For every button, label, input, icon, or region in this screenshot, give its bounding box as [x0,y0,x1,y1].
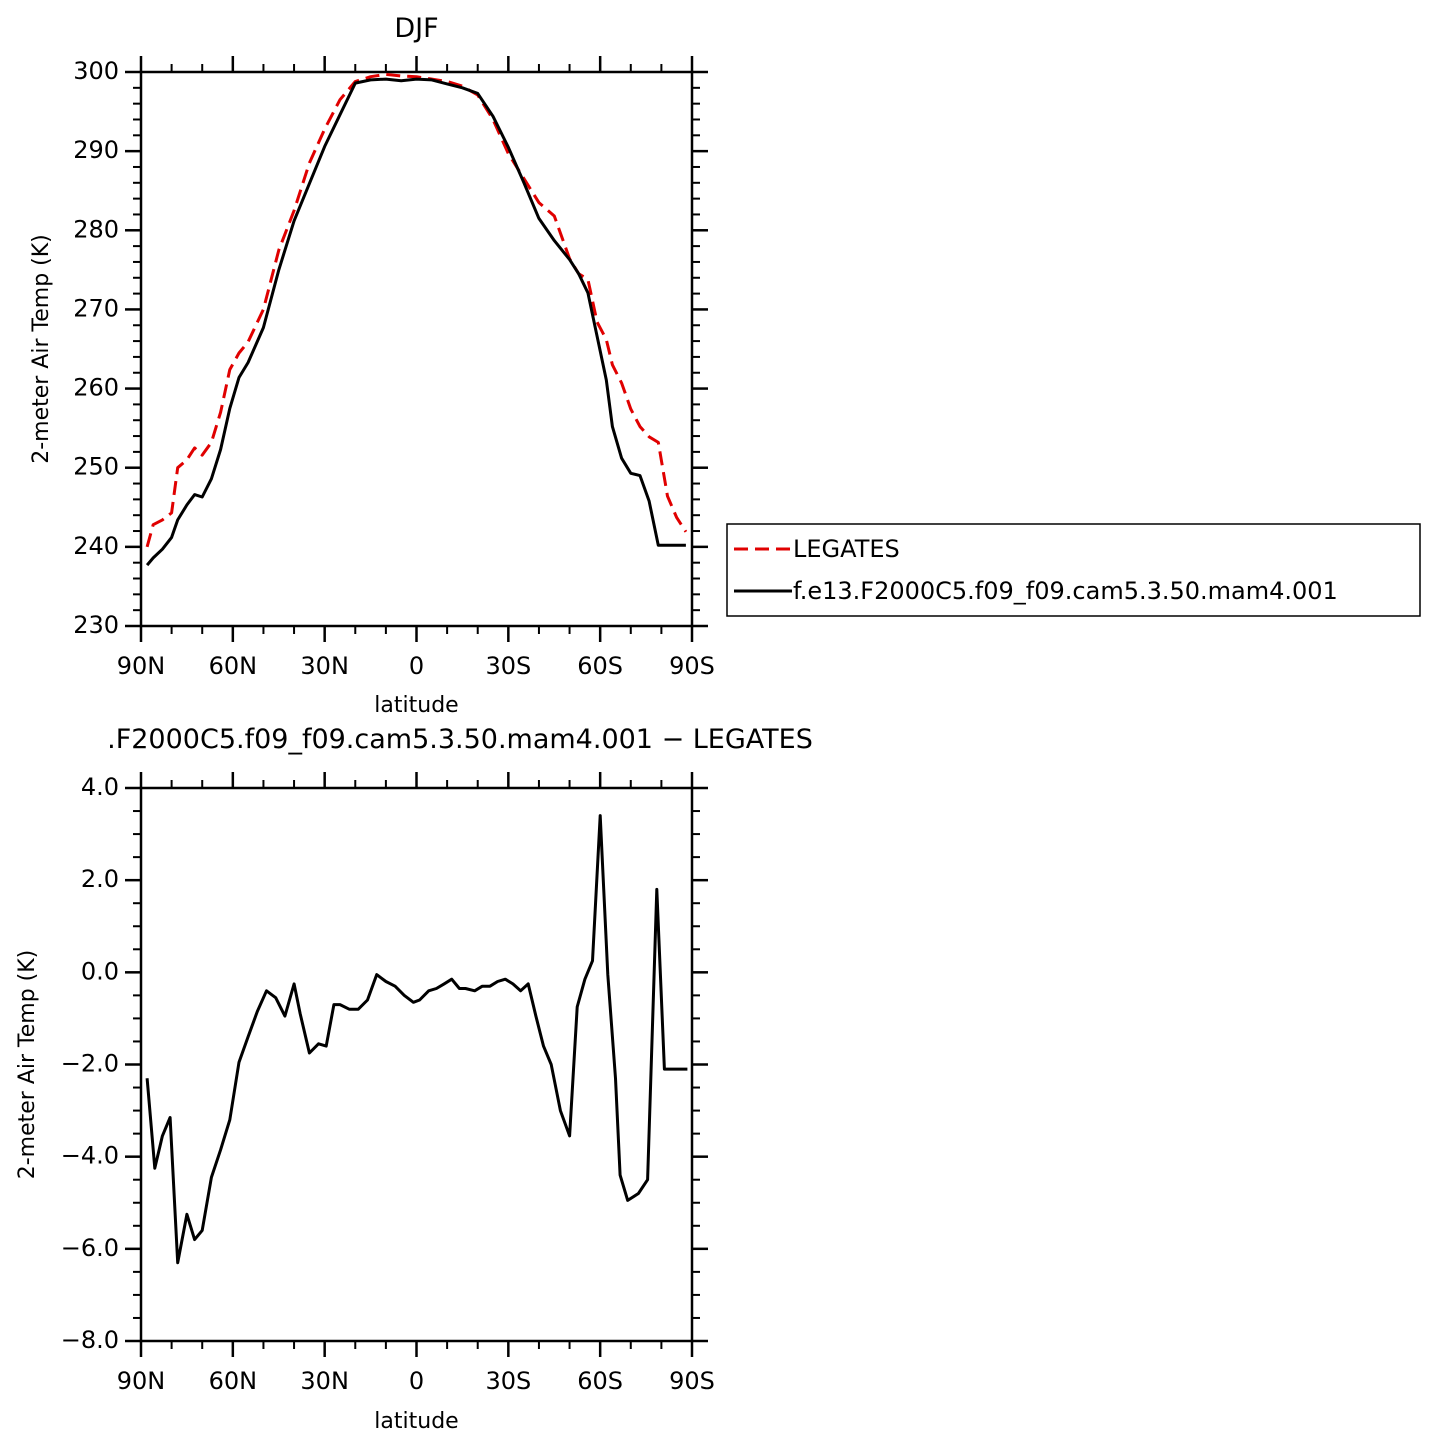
x-tick-label: 30S [485,652,531,680]
x-tick-label: 30N [300,1367,349,1395]
x-tick-label: 90N [117,1367,166,1395]
y-tick-label: 0.0 [81,957,119,985]
y-tick-label: 240 [73,532,119,560]
x-tick-label: 0 [409,652,424,680]
series-line-legates [145,72,688,548]
y-tick-label: −6.0 [61,1234,119,1262]
x-axis-label: latitude [374,693,458,718]
y-tick-label: −2.0 [61,1050,119,1078]
plot-area: 90N 60N 30N 0 30S 60S 90S 4.0 2.0 0.0 −2.0 −4.0 −6.0… [61,772,715,1395]
chart-title: DJF [394,13,438,44]
x-tick-label: 60N [209,1367,258,1395]
legend-label: LEGATES [793,535,900,563]
y-tick-label: 280 [73,215,119,243]
legend: LEGATES f.e13.F2000C5.f09_f09.cam5.3.50.m… [726,523,1421,617]
series-line-model [145,77,686,567]
y-tick-label: 2.0 [81,865,119,893]
y-tick-label: 230 [73,611,119,639]
x-tick-label: 60S [577,652,623,680]
temperature-chart: DJF 90N 60N 30N 0 30S 60S 90S 300 290 280 270 260 25… [29,13,1421,718]
chart-title: .F2000C5.f09_f09.cam5.3.50.mam4.001 − LE… [107,724,813,755]
x-tick-label: 90S [669,1367,715,1395]
y-tick-label: −8.0 [61,1326,119,1354]
y-axis-label: 2-meter Air Temp (K) [29,234,54,464]
x-tick-label: 30N [300,652,349,680]
y-tick-label: 4.0 [81,773,119,801]
x-tick-label: 30S [485,1367,531,1395]
legend-box [726,523,1421,617]
x-axis-label: latitude [374,1409,458,1434]
plot-area: 90N 60N 30N 0 30S 60S 90S 300 290 280 270 260 250 240… [73,56,715,680]
y-tick-label: 250 [73,453,119,481]
x-tick-label: 90N [117,652,166,680]
x-tick-label: 0 [409,1367,424,1395]
legend-label: f.e13.F2000C5.f09_f09.cam5.3.50.mam4.001 [793,577,1338,605]
plot-frame [139,786,694,1343]
y-tick-label: 270 [73,294,119,322]
y-tick-label: 300 [73,57,119,85]
series-line-model [145,814,688,1265]
y-axis-label: 2-meter Air Temp (K) [15,950,40,1180]
x-tick-label: 90S [669,652,715,680]
difference-chart: .F2000C5.f09_f09.cam5.3.50.mam4.001 − LE… [15,724,813,1434]
y-tick-label: 260 [73,374,119,402]
y-tick-label: −4.0 [61,1142,119,1170]
x-tick-label: 60N [209,652,258,680]
y-tick-label: 290 [73,136,119,164]
x-tick-label: 60S [577,1367,623,1395]
